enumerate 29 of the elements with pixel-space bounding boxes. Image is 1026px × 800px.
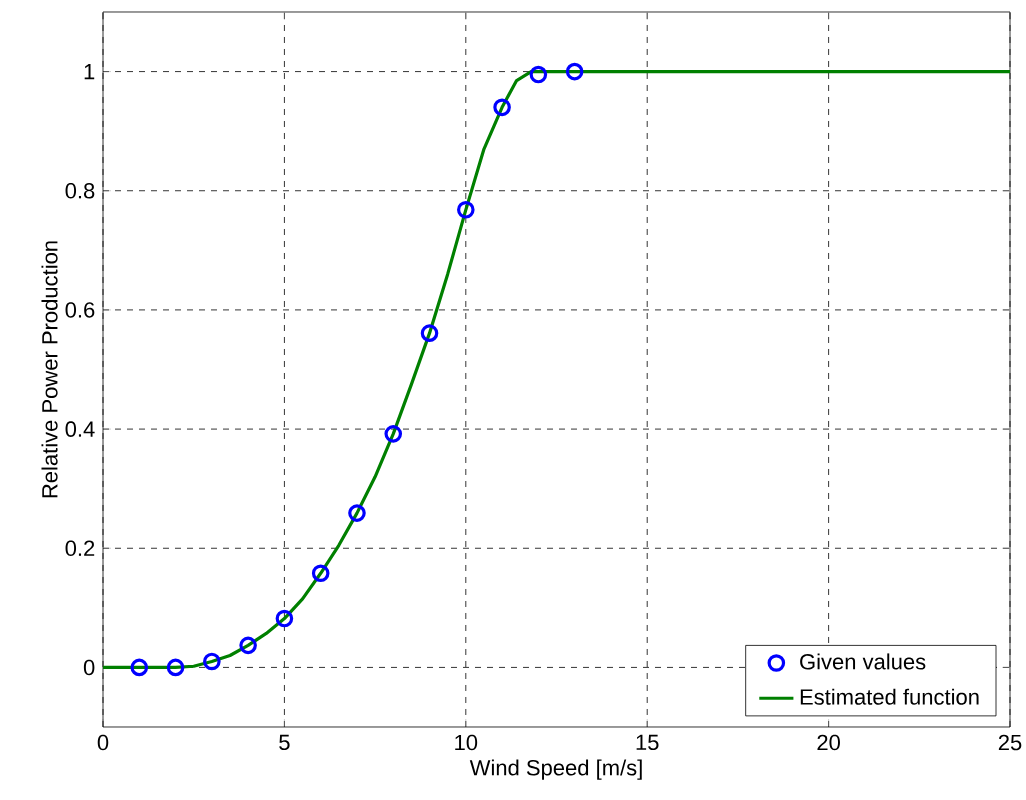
y-tick-label: 0 — [83, 659, 95, 676]
x-tick-label: 25 — [998, 734, 1022, 751]
point — [166, 658, 185, 677]
point — [565, 62, 584, 81]
point — [420, 324, 439, 342]
point — [275, 609, 294, 628]
point — [239, 636, 257, 655]
point — [130, 658, 149, 677]
point — [311, 564, 330, 583]
y-tick-label: 0.8 — [65, 182, 95, 199]
y-tick-label: 0.4 — [65, 421, 95, 437]
point — [529, 65, 548, 84]
point — [384, 425, 403, 443]
legend-label: Given values — [800, 653, 926, 670]
point — [348, 504, 366, 522]
point — [457, 201, 475, 219]
legend-label: Estimated function — [800, 688, 979, 705]
x-tick-label: 0 — [97, 734, 109, 751]
y-tick-label: 0.2 — [65, 540, 95, 557]
x-axis-title: Wind Speed [m/s] — [469, 759, 642, 780]
x-tick-label: 10 — [455, 734, 478, 751]
x-tick-label: 15 — [636, 734, 659, 751]
y-tick-label: 0.6 — [65, 302, 95, 318]
x-tick-label: 20 — [817, 734, 840, 751]
point — [203, 652, 221, 671]
y-axis-title: Relative Power Production — [41, 241, 58, 498]
x-tick-label: 5 — [279, 734, 290, 751]
point — [493, 98, 511, 117]
y-tick-label: 1 — [84, 64, 95, 80]
